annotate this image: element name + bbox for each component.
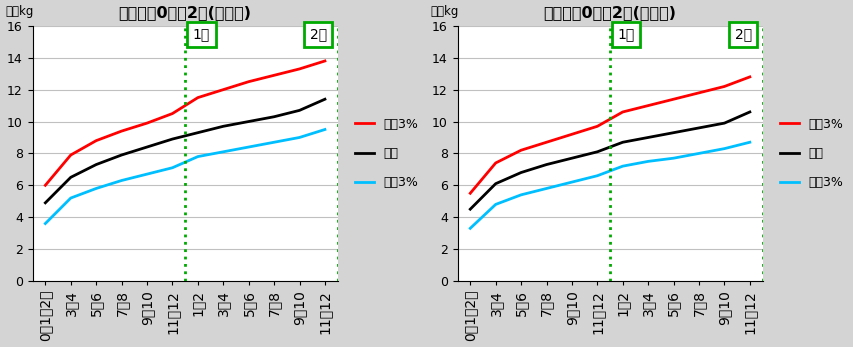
Y-axis label: 体重kg: 体重kg: [5, 5, 33, 18]
Text: 1歳: 1歳: [193, 28, 210, 42]
Title: 標準体重0歳～2歳(女の子): 標準体重0歳～2歳(女の子): [543, 6, 676, 20]
Text: 2歳: 2歳: [310, 28, 327, 42]
Text: 1歳: 1歳: [617, 28, 634, 42]
Text: 2歳: 2歳: [734, 28, 751, 42]
Legend: 上位3%, 標準, 下位3%: 上位3%, 標準, 下位3%: [350, 113, 423, 194]
Title: 標準体重0歳～2歳(男の子): 標準体重0歳～2歳(男の子): [119, 6, 252, 20]
Legend: 上位3%, 標準, 下位3%: 上位3%, 標準, 下位3%: [774, 113, 848, 194]
Y-axis label: 体重kg: 体重kg: [430, 5, 458, 18]
